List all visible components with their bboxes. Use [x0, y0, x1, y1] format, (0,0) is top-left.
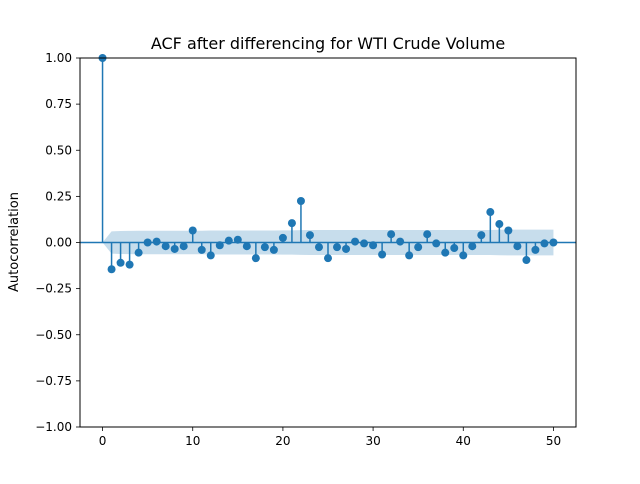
x-tick-label: 10	[185, 434, 200, 448]
acf-point-lag-42	[477, 231, 486, 240]
acf-point-lag-43	[486, 208, 495, 217]
acf-point-lag-45	[504, 226, 513, 235]
acf-point-lag-38	[441, 248, 450, 257]
acf-point-lag-50	[549, 238, 558, 247]
acf-point-lag-49	[540, 239, 549, 248]
acf-point-lag-25	[324, 254, 332, 263]
acf-point-lag-5	[143, 238, 152, 247]
acf-point-lag-16	[242, 242, 251, 251]
x-tick-label: 50	[546, 434, 561, 448]
acf-point-lag-17	[251, 254, 260, 263]
acf-point-lag-19	[269, 245, 278, 254]
acf-point-lag-6	[152, 237, 161, 246]
acf-point-lag-21	[287, 219, 296, 228]
y-tick-label: −0.75	[35, 374, 72, 388]
acf-point-lag-27	[342, 244, 351, 253]
acf-point-lag-11	[197, 245, 206, 254]
y-tick-label: 0.50	[45, 143, 72, 157]
chart-title: ACF after differencing for WTI Crude Vol…	[151, 34, 505, 53]
acf-point-lag-4	[134, 248, 143, 257]
acf-point-lag-37	[432, 239, 441, 248]
acf-point-lag-10	[188, 226, 197, 235]
x-tick-label: 30	[365, 434, 380, 448]
acf-point-lag-20	[278, 233, 287, 242]
x-tick-label: 20	[275, 434, 290, 448]
y-tick-label: −0.50	[35, 328, 72, 342]
acf-point-lag-12	[206, 251, 215, 260]
acf-point-lag-1	[107, 265, 116, 274]
plot-area: 0 10 20 30 40 50 1.00 0.75 0.50 0.25 0.00 −0.25 −0.5…	[35, 51, 577, 448]
acf-point-lag-23	[305, 231, 314, 240]
acf-point-lag-24	[314, 243, 323, 252]
acf-point-lag-48	[531, 245, 540, 254]
x-tick-label: 40	[456, 434, 471, 448]
x-tick-label: 0	[99, 434, 107, 448]
acf-point-lag-40	[459, 251, 468, 260]
y-tick-label: 0.25	[45, 189, 72, 203]
acf-point-lag-34	[405, 251, 414, 260]
acf-point-lag-9	[179, 242, 188, 251]
acf-point-lag-32	[387, 230, 396, 239]
acf-point-lag-33	[396, 237, 405, 246]
acf-point-lag-39	[450, 244, 459, 253]
y-tick-label: 1.00	[45, 51, 72, 65]
acf-point-lag-47	[522, 256, 531, 265]
acf-point-lag-7	[161, 242, 170, 251]
acf-point-lag-3	[125, 260, 134, 269]
acf-point-lag-30	[369, 241, 378, 250]
acf-point-lag-46	[513, 242, 522, 251]
y-tick-label: 0.00	[45, 236, 72, 250]
acf-point-lag-31	[378, 250, 387, 259]
acf-point-lag-26	[333, 243, 342, 252]
acf-point-lag-2	[116, 258, 125, 267]
acf-point-lag-13	[215, 241, 224, 250]
y-tick-label: 0.75	[45, 97, 72, 111]
y-axis-label: Autocorrelation	[7, 192, 22, 292]
acf-point-lag-44	[495, 220, 504, 229]
acf-point-lag-28	[351, 237, 360, 246]
y-tick-label: −1.00	[35, 420, 72, 434]
acf-point-lag-35	[414, 243, 423, 252]
acf-point-lag-22	[296, 196, 305, 205]
acf-point-lag-15	[233, 235, 242, 244]
y-tick-label: −0.25	[35, 282, 72, 296]
acf-point-lag-14	[224, 236, 233, 245]
acf-point-lag-18	[260, 243, 269, 252]
acf-point-lag-29	[360, 239, 369, 248]
acf-point-lag-8	[170, 244, 179, 253]
acf-point-lag-36	[423, 230, 432, 239]
acf-point-lag-41	[468, 242, 477, 251]
